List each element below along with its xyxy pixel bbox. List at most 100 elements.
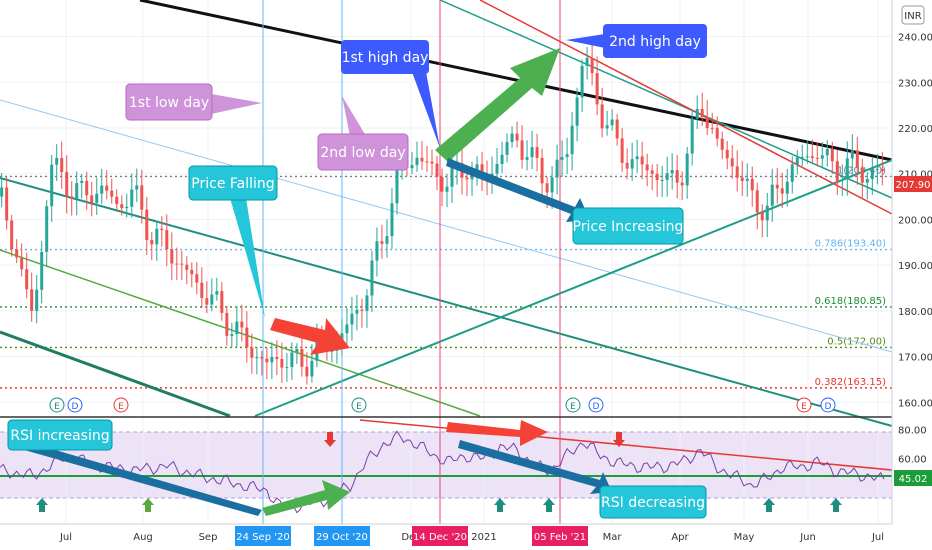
y-tick-2: 180.00 — [898, 307, 932, 318]
svg-text:E: E — [570, 402, 576, 412]
candle-body — [45, 206, 49, 252]
candle-body — [685, 153, 689, 186]
candle-body — [815, 157, 819, 159]
candle-body — [805, 156, 809, 158]
candle-body — [575, 97, 579, 126]
candle-body — [870, 169, 874, 179]
x-tick-9: Jul — [871, 532, 884, 543]
candle-body — [345, 324, 349, 334]
candle-body — [550, 177, 554, 193]
x-tick-0: Jul — [59, 532, 72, 543]
callout-1st-low-day: 1st low day — [125, 83, 262, 121]
candle-body — [570, 125, 574, 155]
candle-body — [140, 185, 144, 210]
candle-body — [825, 148, 829, 156]
candle-body — [880, 168, 884, 172]
y-tick-1: 170.00 — [898, 353, 932, 364]
rsi-band — [0, 432, 892, 498]
candle-body — [25, 269, 29, 290]
candle-body — [210, 294, 214, 305]
y-tick-3: 190.00 — [898, 261, 932, 272]
svg-text:Price Falling: Price Falling — [191, 176, 274, 192]
candle-body — [85, 180, 89, 196]
candle-body — [515, 133, 519, 141]
candle-body — [590, 58, 594, 74]
candle-body — [420, 157, 424, 162]
candle-body — [40, 251, 44, 290]
x-tick-3: Dec — [401, 532, 420, 543]
candle-body — [175, 263, 179, 265]
candle-body — [435, 163, 439, 177]
candle-body — [620, 138, 624, 163]
candle-body — [535, 147, 539, 158]
x-tick-5: Mar — [603, 532, 623, 543]
candle-body — [750, 178, 754, 191]
candle-body — [835, 161, 839, 181]
candle-body — [430, 161, 434, 164]
candle-body — [15, 249, 19, 258]
date-flags: 24 Sep '20 29 Oct '20 14 Dec '20 05 Feb '21 — [235, 526, 588, 546]
svg-text:E: E — [356, 402, 362, 412]
candle-body — [475, 164, 479, 170]
candle-body — [600, 104, 604, 129]
candle-body — [530, 147, 534, 158]
candle-body — [190, 269, 194, 275]
candle-body — [700, 108, 704, 118]
date-flag-1: 29 Oct '20 — [316, 532, 368, 543]
svg-text:D: D — [825, 402, 832, 412]
candle-body — [735, 166, 739, 178]
event-marker-d1: D — [67, 397, 83, 413]
candle-body — [10, 220, 14, 250]
candle-body — [785, 181, 789, 194]
y-tick-4: 200.00 — [898, 215, 932, 226]
candle-body — [790, 164, 794, 182]
y-tick-6: 220.00 — [898, 124, 932, 135]
red-arrow-rsi — [446, 420, 548, 446]
candle-body — [635, 156, 639, 160]
date-flag-bg-1 — [314, 526, 370, 546]
svg-text:1st low day: 1st low day — [129, 95, 209, 111]
svg-text:E: E — [801, 402, 807, 412]
event-marker-d3: D — [820, 397, 836, 413]
rsi-last-tag: 45.02 — [894, 470, 932, 486]
callout-1st-high-day: 1st high day — [341, 40, 440, 148]
candle-body — [180, 263, 184, 265]
candle-body — [810, 156, 814, 158]
candle-body — [770, 184, 774, 206]
rsi-tick-0: 80.00 — [898, 426, 927, 437]
red-arrow-price — [270, 318, 350, 355]
date-flag-2: 14 Dec '20 — [413, 532, 467, 543]
svg-text:1st high day: 1st high day — [342, 50, 429, 66]
svg-text:RSI increasing: RSI increasing — [10, 428, 109, 444]
candle-body — [220, 291, 224, 313]
candle-body — [630, 159, 634, 169]
event-marker-e3: E — [351, 397, 367, 413]
candle-body — [625, 162, 629, 169]
candle-body — [545, 183, 549, 193]
x-tick-1: Aug — [133, 532, 153, 543]
date-flag-bg-3 — [532, 526, 588, 546]
fib-label-4: 0.382(163.15) — [815, 377, 887, 388]
candle-body — [195, 274, 199, 283]
candle-body — [855, 150, 859, 168]
candle-body — [100, 185, 104, 194]
candle-body — [35, 289, 39, 311]
candle-body — [425, 161, 429, 163]
candle-body — [495, 163, 499, 174]
candle-body — [360, 309, 364, 311]
candle-body — [670, 170, 674, 174]
candle-body — [65, 172, 69, 197]
candle-body — [800, 157, 804, 159]
callout-rsi-decreasing: RSI decreasing — [599, 485, 707, 519]
candle-body — [465, 177, 469, 180]
last-price-value: 207.90 — [896, 180, 931, 191]
candle-body — [755, 190, 759, 213]
candle-body — [130, 189, 134, 207]
candle-body — [615, 119, 619, 139]
candle-body — [865, 178, 869, 183]
x-tick-labels: Jul Aug Sep Dec 2021 Mar Apr May Jun Jul — [59, 532, 884, 543]
candle-body — [240, 321, 244, 328]
candle-body — [860, 167, 864, 183]
last-price-tag: 207.90 — [894, 176, 932, 192]
